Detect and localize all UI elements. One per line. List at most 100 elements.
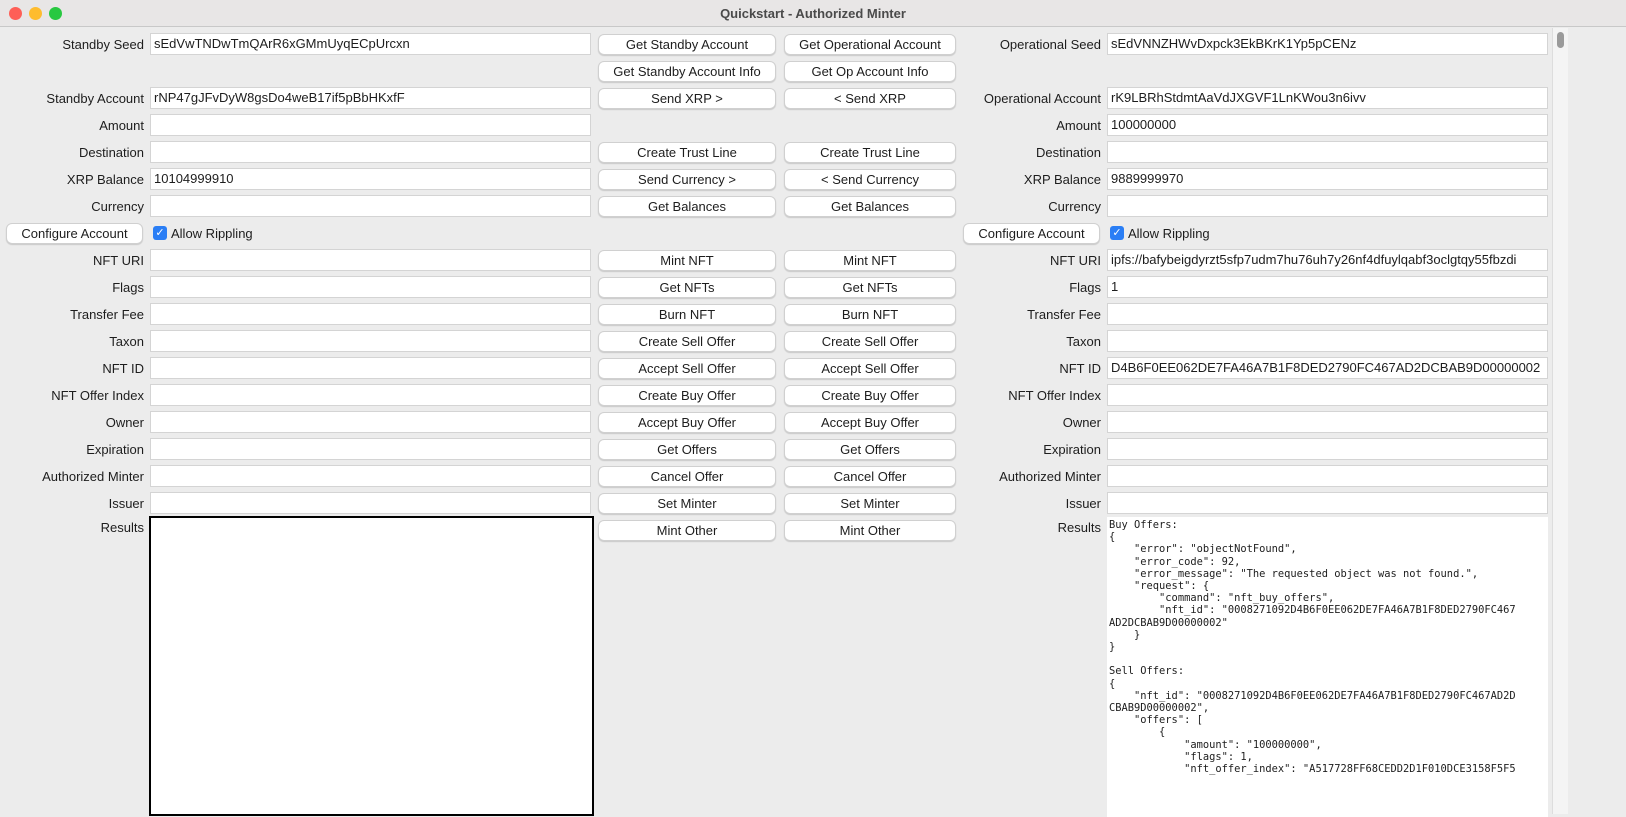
operational-flags-input[interactable]: 1 bbox=[1107, 276, 1548, 298]
operational-results-text: Buy Offers: { "error": "objectNotFound",… bbox=[1109, 519, 1516, 776]
standby-authorized-minter-input[interactable] bbox=[150, 465, 591, 487]
operational-burn-nft-button[interactable]: Burn NFT bbox=[784, 304, 956, 325]
standby-amount-input[interactable] bbox=[150, 114, 591, 136]
standby-results-text bbox=[151, 518, 592, 522]
standby-results-label: Results bbox=[100, 520, 144, 535]
standby-nft-id-input[interactable] bbox=[150, 357, 591, 379]
standby-allow-rippling-label: Allow Rippling bbox=[171, 226, 253, 241]
standby-destination-input[interactable] bbox=[150, 141, 591, 163]
standby-nft-uri-input[interactable] bbox=[150, 249, 591, 271]
standby-mint-other-button[interactable]: Mint Other bbox=[598, 520, 776, 541]
standby-authorized-minter-label: Authorized Minter bbox=[42, 469, 144, 484]
standby-results-textarea[interactable] bbox=[149, 516, 594, 816]
zoom-window-button[interactable] bbox=[49, 7, 62, 20]
standby-standby-account-label: Standby Account bbox=[46, 91, 144, 106]
operational-destination-label: Destination bbox=[1035, 145, 1101, 160]
operational-operational-account-input[interactable]: rK9LBRhStdmtAaVdJXGVF1LnKWou3n6ivv bbox=[1107, 87, 1548, 109]
standby-issuer-label: Issuer bbox=[108, 496, 144, 511]
operational-taxon-input[interactable] bbox=[1107, 330, 1548, 352]
operational-create-buy-offer-button[interactable]: Create Buy Offer bbox=[784, 385, 956, 406]
standby-transfer-fee-input[interactable] bbox=[150, 303, 591, 325]
standby-expiration-label: Expiration bbox=[86, 442, 144, 457]
operational-get-nfts-button[interactable]: Get NFTs bbox=[784, 277, 956, 298]
close-window-button[interactable] bbox=[9, 7, 22, 20]
standby-create-trust-line-button[interactable]: Create Trust Line bbox=[598, 142, 776, 163]
operational-get-balances-button[interactable]: Get Balances bbox=[784, 196, 956, 217]
operational-create-sell-offer-button[interactable]: Create Sell Offer bbox=[784, 331, 956, 352]
operational-authorized-minter-input[interactable] bbox=[1107, 465, 1548, 487]
standby-send-currency-button[interactable]: Send Currency > bbox=[598, 169, 776, 190]
standby-xrp-balance-input[interactable]: 10104999910 bbox=[150, 168, 591, 190]
standby-standby-account-input[interactable]: rNP47gJFvDyW8gsDo4weB17if5pBbHKxfF bbox=[150, 87, 591, 109]
standby-destination-label: Destination bbox=[78, 145, 144, 160]
standby-cancel-offer-button[interactable]: Cancel Offer bbox=[598, 466, 776, 487]
standby-mint-nft-button[interactable]: Mint NFT bbox=[598, 250, 776, 271]
operational-currency-input[interactable] bbox=[1107, 195, 1548, 217]
scrollbar[interactable] bbox=[1552, 28, 1568, 814]
standby-get-balances-button[interactable]: Get Balances bbox=[598, 196, 776, 217]
operational-operational-seed-label: Operational Seed bbox=[999, 37, 1101, 52]
standby-create-sell-offer-button[interactable]: Create Sell Offer bbox=[598, 331, 776, 352]
standby-configure-account-button[interactable]: Configure Account bbox=[6, 223, 143, 244]
operational-configure-account-button[interactable]: Configure Account bbox=[963, 223, 1100, 244]
operational-authorized-minter-label: Authorized Minter bbox=[999, 469, 1101, 484]
operational-set-minter-button[interactable]: Set Minter bbox=[784, 493, 956, 514]
window-title: Quickstart - Authorized Minter bbox=[720, 6, 906, 21]
standby-burn-nft-button[interactable]: Burn NFT bbox=[598, 304, 776, 325]
operational-cancel-offer-button[interactable]: Cancel Offer bbox=[784, 466, 956, 487]
standby-get-standby-account-button[interactable]: Get Standby Account bbox=[598, 34, 776, 55]
operational-amount-input[interactable]: 100000000 bbox=[1107, 114, 1548, 136]
standby-currency-label: Currency bbox=[91, 199, 144, 214]
standby-get-nfts-button[interactable]: Get NFTs bbox=[598, 277, 776, 298]
standby-currency-input[interactable] bbox=[150, 195, 591, 217]
operational-results-textarea[interactable]: Buy Offers: { "error": "objectNotFound",… bbox=[1107, 517, 1548, 817]
operational-destination-input[interactable] bbox=[1107, 141, 1548, 163]
operational-accept-sell-offer-button[interactable]: Accept Sell Offer bbox=[784, 358, 956, 379]
standby-issuer-input[interactable] bbox=[150, 492, 591, 514]
standby-nft-offer-index-input[interactable] bbox=[150, 384, 591, 406]
standby-expiration-input[interactable] bbox=[150, 438, 591, 460]
standby-taxon-input[interactable] bbox=[150, 330, 591, 352]
operational-nft-offer-index-input[interactable] bbox=[1107, 384, 1548, 406]
standby-nft-id-label: NFT ID bbox=[102, 361, 144, 376]
operational-allow-rippling-checkbox[interactable]: ✓ bbox=[1110, 226, 1124, 240]
operational-transfer-fee-input[interactable] bbox=[1107, 303, 1548, 325]
operational-owner-input[interactable] bbox=[1107, 411, 1548, 433]
operational-operational-seed-input[interactable]: sEdVNNZHWvDxpck3EkBKrK1Yp5pCENz bbox=[1107, 33, 1548, 55]
standby-owner-input[interactable] bbox=[150, 411, 591, 433]
operational-xrp-balance-input[interactable]: 9889999970 bbox=[1107, 168, 1548, 190]
operational-expiration-input[interactable] bbox=[1107, 438, 1548, 460]
operational-accept-buy-offer-button[interactable]: Accept Buy Offer bbox=[784, 412, 956, 433]
standby-flags-input[interactable] bbox=[150, 276, 591, 298]
standby-owner-label: Owner bbox=[105, 415, 144, 430]
operational-nft-uri-input[interactable]: ipfs://bafybeigdyrzt5sfp7udm7hu76uh7y26n… bbox=[1107, 249, 1548, 271]
standby-amount-label: Amount bbox=[99, 118, 144, 133]
standby-accept-sell-offer-button[interactable]: Accept Sell Offer bbox=[598, 358, 776, 379]
standby-standby-seed-input[interactable]: sEdVwTNDwTmQArR6xGMmUyqECpUrcxn bbox=[150, 33, 591, 55]
operational-mint-other-button[interactable]: Mint Other bbox=[784, 520, 956, 541]
standby-send-xrp-button[interactable]: Send XRP > bbox=[598, 88, 776, 109]
operational-mint-nft-button[interactable]: Mint NFT bbox=[784, 250, 956, 271]
operational-get-offers-button[interactable]: Get Offers bbox=[784, 439, 956, 460]
operational-get-operational-account-button[interactable]: Get Operational Account bbox=[784, 34, 956, 55]
operational-send-xrp-button[interactable]: < Send XRP bbox=[784, 88, 956, 109]
standby-get-standby-account-info-button[interactable]: Get Standby Account Info bbox=[598, 61, 776, 82]
operational-nft-id-input[interactable]: D4B6F0EE062DE7FA46A7B1F8DED2790FC467AD2D… bbox=[1107, 357, 1548, 379]
title-bar: Quickstart - Authorized Minter bbox=[0, 0, 1626, 27]
standby-nft-offer-index-label: NFT Offer Index bbox=[51, 388, 144, 403]
operational-create-trust-line-button[interactable]: Create Trust Line bbox=[784, 142, 956, 163]
operational-send-currency-button[interactable]: < Send Currency bbox=[784, 169, 956, 190]
standby-accept-buy-offer-button[interactable]: Accept Buy Offer bbox=[598, 412, 776, 433]
standby-get-offers-button[interactable]: Get Offers bbox=[598, 439, 776, 460]
operational-issuer-label: Issuer bbox=[1065, 496, 1101, 511]
standby-standby-seed-label: Standby Seed bbox=[62, 37, 144, 52]
standby-create-buy-offer-button[interactable]: Create Buy Offer bbox=[598, 385, 776, 406]
standby-allow-rippling-checkbox[interactable]: ✓ bbox=[153, 226, 167, 240]
minimize-window-button[interactable] bbox=[29, 7, 42, 20]
scrollbar-thumb[interactable] bbox=[1557, 32, 1564, 48]
operational-issuer-input[interactable] bbox=[1107, 492, 1548, 514]
operational-amount-label: Amount bbox=[1056, 118, 1101, 133]
standby-set-minter-button[interactable]: Set Minter bbox=[598, 493, 776, 514]
operational-get-op-account-info-button[interactable]: Get Op Account Info bbox=[784, 61, 956, 82]
operational-expiration-label: Expiration bbox=[1043, 442, 1101, 457]
